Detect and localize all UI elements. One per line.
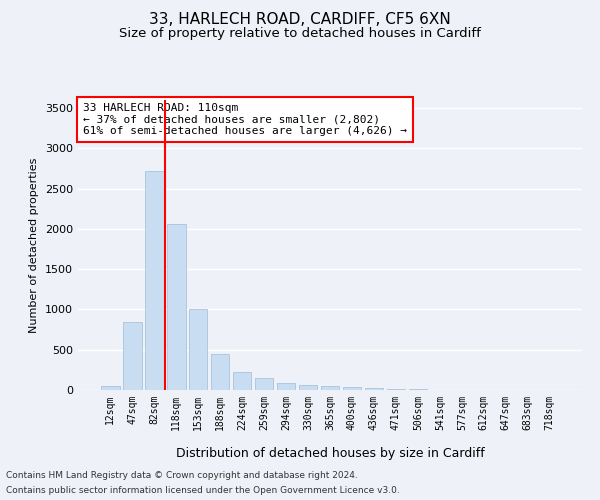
Bar xyxy=(299,385,317,390)
Bar xyxy=(343,387,361,390)
Bar xyxy=(255,378,274,390)
Text: 33 HARLECH ROAD: 110sqm
← 37% of detached houses are smaller (2,802)
61% of semi: 33 HARLECH ROAD: 110sqm ← 37% of detache… xyxy=(83,103,407,136)
Bar xyxy=(277,383,295,390)
Bar xyxy=(386,389,405,390)
Bar xyxy=(320,386,340,390)
Bar xyxy=(167,224,185,390)
Text: Size of property relative to detached houses in Cardiff: Size of property relative to detached ho… xyxy=(119,28,481,40)
Text: Contains public sector information licensed under the Open Government Licence v3: Contains public sector information licen… xyxy=(6,486,400,495)
Bar xyxy=(123,322,142,390)
Text: Distribution of detached houses by size in Cardiff: Distribution of detached houses by size … xyxy=(176,448,484,460)
Bar xyxy=(145,171,164,390)
Bar xyxy=(189,308,208,390)
Y-axis label: Number of detached properties: Number of detached properties xyxy=(29,158,40,332)
Bar xyxy=(211,354,229,390)
Text: Contains HM Land Registry data © Crown copyright and database right 2024.: Contains HM Land Registry data © Crown c… xyxy=(6,471,358,480)
Bar xyxy=(233,372,251,390)
Bar xyxy=(365,388,383,390)
Bar xyxy=(101,386,119,390)
Text: 33, HARLECH ROAD, CARDIFF, CF5 6XN: 33, HARLECH ROAD, CARDIFF, CF5 6XN xyxy=(149,12,451,28)
